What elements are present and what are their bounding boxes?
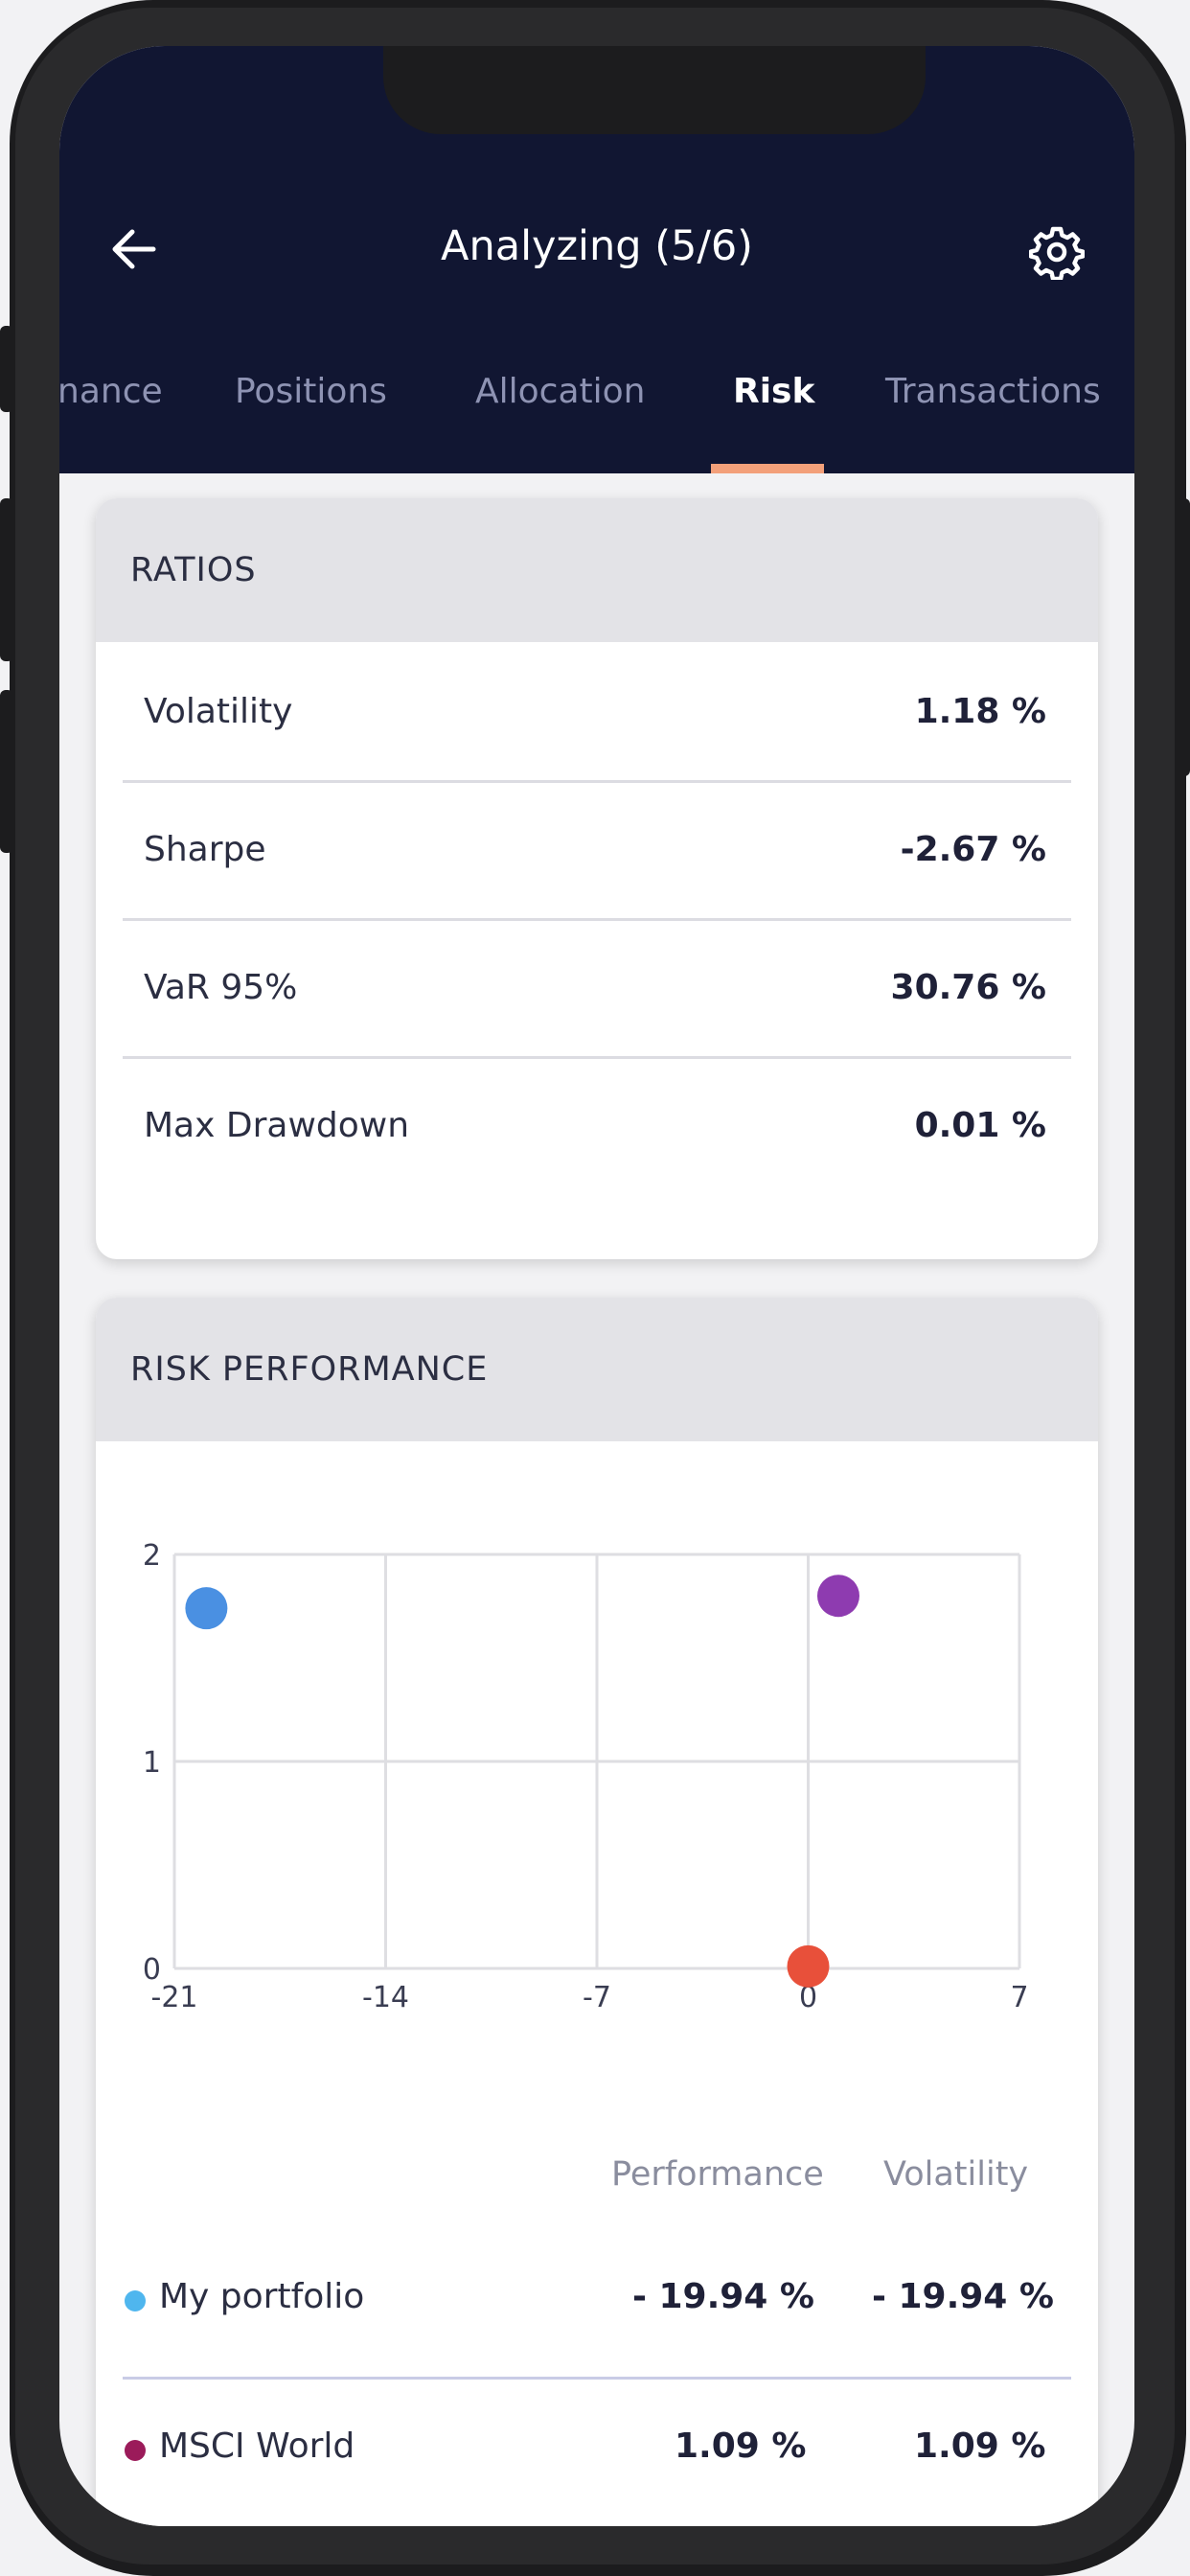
ratios-card-title: RATIOS [96, 498, 1098, 642]
app-header: Analyzing (5/6) nance Positions Allocati… [59, 46, 1134, 473]
legend-row-msci-world: MSCI World 1.09 % 1.09 % [123, 2377, 1071, 2526]
tab-risk[interactable]: Risk [733, 372, 815, 411]
scatter-point [817, 1575, 859, 1618]
ratio-row-max-drawdown: Max Drawdown 0.01 % [123, 1056, 1071, 1194]
ratio-label: Max Drawdown [144, 1105, 410, 1145]
x-tick-label: 0 [799, 1981, 817, 2014]
notch [383, 46, 926, 134]
y-tick-label: 2 [143, 1539, 161, 1573]
side-button-silent [0, 326, 13, 412]
side-button-power [1177, 498, 1190, 776]
risk-scatter-chart: -21 -14 -7 0 7 0 1 2 [143, 1539, 1029, 2014]
legend-dot [125, 2290, 146, 2312]
tab-positions[interactable]: Positions [235, 372, 387, 411]
ratio-value: 1.18 % [914, 691, 1046, 731]
ratios-card: RATIOS Volatility 1.18 % Sharpe -2.67 % … [96, 498, 1098, 1259]
side-button-volume-up [0, 498, 13, 661]
x-tick-label: -7 [583, 1981, 611, 2014]
ratio-value: 0.01 % [914, 1105, 1046, 1145]
scatter-point [787, 1944, 830, 1988]
tab-performance[interactable]: nance [59, 372, 163, 411]
x-tick-label: -14 [362, 1981, 409, 2014]
risk-performance-title: RISK PERFORMANCE [96, 1298, 1098, 1441]
tab-transactions[interactable]: Transactions [885, 372, 1101, 411]
ratio-label: Sharpe [144, 829, 266, 869]
arrow-left-icon [112, 229, 156, 269]
y-tick-label: 0 [143, 1953, 161, 1987]
ratio-row-volatility: Volatility 1.18 % [123, 642, 1071, 783]
x-tick-label: 7 [1010, 1981, 1028, 2014]
ratio-value: -2.67 % [900, 829, 1046, 869]
tab-bar: nance Positions Allocation Risk Transact… [59, 372, 1134, 473]
ratio-row-var: VaR 95% 30.76 % [123, 918, 1071, 1059]
tab-allocation[interactable]: Allocation [475, 372, 646, 411]
legend-volatility: - 19.94 % [872, 2277, 1054, 2316]
scatter-point [185, 1587, 228, 1630]
back-button[interactable] [105, 220, 163, 278]
screen: Analyzing (5/6) nance Positions Allocati… [59, 46, 1134, 2526]
settings-button[interactable] [1028, 224, 1086, 282]
ratio-row-sharpe: Sharpe -2.67 % [123, 780, 1071, 921]
ratio-label: VaR 95% [144, 967, 298, 1007]
legend-dot [125, 2440, 146, 2461]
x-tick-label: -21 [151, 1981, 198, 2014]
legend-row-my-portfolio: My portfolio - 19.94 % - 19.94 % [123, 2218, 1071, 2380]
legend-volatility: 1.09 % [914, 2426, 1046, 2466]
gear-icon [1028, 226, 1086, 282]
legend-name: MSCI World [159, 2426, 355, 2466]
legend-header-volatility: Volatility [883, 2155, 1029, 2194]
ratio-value: 30.76 % [890, 967, 1046, 1007]
risk-performance-card: RISK PERFORMANCE -21 -14 -7 0 7 0 1 2 Performan… [96, 1298, 1098, 2526]
legend-name: My portfolio [159, 2277, 365, 2316]
ratio-label: Volatility [144, 691, 293, 731]
side-button-volume-down [0, 690, 13, 853]
y-tick-label: 1 [143, 1746, 161, 1780]
legend-header-performance: Performance [611, 2155, 824, 2194]
page-title: Analyzing (5/6) [441, 222, 753, 270]
legend-performance: 1.09 % [675, 2426, 807, 2466]
legend-performance: - 19.94 % [632, 2277, 814, 2316]
active-tab-indicator [711, 464, 824, 473]
